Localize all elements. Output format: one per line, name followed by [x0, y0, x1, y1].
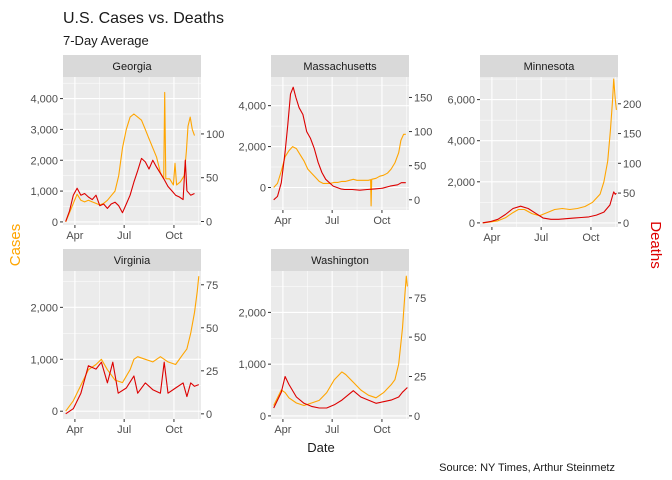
y-tick-label-cases: 1,000 — [238, 359, 266, 371]
y-tick-label-deaths: 50 — [414, 332, 426, 344]
x-tick-label: Apr — [483, 232, 500, 244]
x-axis-label: Date — [307, 440, 334, 455]
y-tick-label-deaths: 200 — [623, 99, 641, 111]
y-tick-label-cases: 2,000 — [30, 302, 58, 314]
x-tick-label: Jul — [325, 215, 339, 227]
facet-strip — [63, 55, 201, 77]
facet-strip-label: Minnesota — [524, 61, 576, 73]
panel-massachusetts: Massachusetts 0 2,000 4,000 0 50 100 150 Apr Jul O… — [238, 55, 432, 227]
y-tick-label-deaths: 75 — [414, 293, 426, 305]
y-tick-label-cases: 0 — [260, 182, 266, 194]
facet-strip — [63, 249, 201, 271]
source-caption: Source: NY Times, Arthur Steinmetz — [439, 462, 615, 474]
series-line-cases — [482, 78, 617, 224]
y-tick-label-cases: 2,000 — [447, 177, 475, 189]
panel-background — [63, 77, 201, 225]
x-tick-label: Jul — [117, 424, 131, 436]
y-tick-label-deaths: 0 — [623, 218, 629, 230]
y-tick-label-cases: 1,000 — [30, 186, 58, 198]
y-tick-label-deaths: 25 — [414, 371, 426, 383]
panel-background — [271, 271, 409, 419]
y-tick-label-cases: 0 — [52, 406, 58, 418]
x-tick-label: Oct — [165, 230, 182, 242]
y-tick-label-deaths: 150 — [414, 92, 432, 104]
facet-strip-label: Georgia — [112, 61, 152, 73]
x-tick-label: Jul — [534, 232, 548, 244]
y-tick-label-cases: 0 — [469, 218, 475, 230]
series-line-cases — [65, 276, 200, 412]
facet-strip-label: Virginia — [114, 255, 151, 267]
y-tick-label-cases: 4,000 — [30, 94, 58, 106]
chart-subtitle: 7-Day Average — [63, 33, 149, 48]
panel-background — [480, 77, 618, 227]
series-line-deaths — [482, 191, 617, 224]
y-tick-label-deaths: 75 — [206, 280, 218, 292]
panel-virginia: Virginia 0 1,000 2,000 0 25 50 75 Apr Jul Oct — [30, 249, 218, 436]
y-tick-label-deaths: 50 — [623, 188, 635, 200]
series-line-cases — [273, 275, 408, 407]
y-tick-label-deaths: 25 — [206, 366, 218, 378]
y-tick-label-deaths: 100 — [623, 158, 641, 170]
facet-strip — [480, 55, 618, 77]
x-tick-label: Oct — [582, 232, 599, 244]
y-tick-label-cases: 2,000 — [238, 142, 266, 154]
panel-georgia: Georgia 0 1,000 2,000 3,000 4,000 0 50 100 Apr Jul… — [30, 55, 224, 242]
y-tick-label-deaths: 50 — [414, 161, 426, 173]
facet-strip-label: Washington — [311, 255, 369, 267]
y-tick-label-cases: 0 — [52, 217, 58, 229]
panel-background — [63, 271, 201, 419]
y-tick-label-deaths: 100 — [206, 129, 224, 141]
x-tick-label: Oct — [373, 424, 390, 436]
series-line-cases — [273, 133, 406, 207]
facet-strip-label: Massachusetts — [303, 61, 377, 73]
facet-strip — [271, 55, 409, 77]
y-tick-label-deaths: 100 — [414, 127, 432, 139]
panel-minnesota: Minnesota 0 2,000 4,000 6,000 0 50 100 150 200 Apr… — [447, 55, 641, 244]
x-tick-label: Oct — [165, 424, 182, 436]
series-line-deaths — [273, 86, 406, 201]
y-tick-label-deaths: 50 — [206, 173, 218, 185]
y-tick-label-deaths: 0 — [206, 409, 212, 421]
x-tick-label: Apr — [66, 230, 83, 242]
y-tick-label-cases: 3,000 — [30, 124, 58, 136]
y-tick-label-cases: 0 — [260, 411, 266, 423]
series-line-cases — [65, 91, 196, 223]
y-tick-label-deaths: 0 — [414, 411, 420, 423]
x-tick-label: Apr — [66, 424, 83, 436]
facet-panels: Georgia 0 1,000 2,000 3,000 4,000 0 50 100 Apr Jul… — [30, 55, 641, 436]
x-tick-label: Jul — [117, 230, 131, 242]
y-tick-label-cases: 4,000 — [447, 136, 475, 148]
y-tick-label-deaths: 0 — [206, 216, 212, 228]
panel-washington: Washington 0 1,000 2,000 0 25 50 75 Apr Jul Oct — [238, 249, 426, 436]
y-axis-label-deaths: Deaths — [647, 221, 664, 269]
series-line-deaths — [65, 361, 200, 415]
y-tick-label-cases: 2,000 — [238, 307, 266, 319]
x-tick-label: Oct — [373, 215, 390, 227]
y-tick-label-cases: 2,000 — [30, 155, 58, 167]
x-tick-label: Jul — [325, 424, 339, 436]
facet-strip — [271, 249, 409, 271]
y-tick-label-cases: 1,000 — [30, 354, 58, 366]
series-line-deaths — [273, 375, 408, 409]
y-axis-label-cases: Cases — [7, 224, 24, 267]
x-tick-label: Apr — [274, 424, 291, 436]
chart-title: U.S. Cases vs. Deaths — [63, 10, 224, 27]
series-line-deaths — [65, 157, 195, 222]
x-tick-label: Apr — [274, 215, 291, 227]
y-tick-label-cases: 4,000 — [238, 101, 266, 113]
y-tick-label-cases: 6,000 — [447, 95, 475, 107]
panel-background — [271, 77, 409, 210]
y-tick-label-deaths: 0 — [414, 195, 420, 207]
y-tick-label-deaths: 50 — [206, 323, 218, 335]
y-tick-label-deaths: 150 — [623, 129, 641, 141]
